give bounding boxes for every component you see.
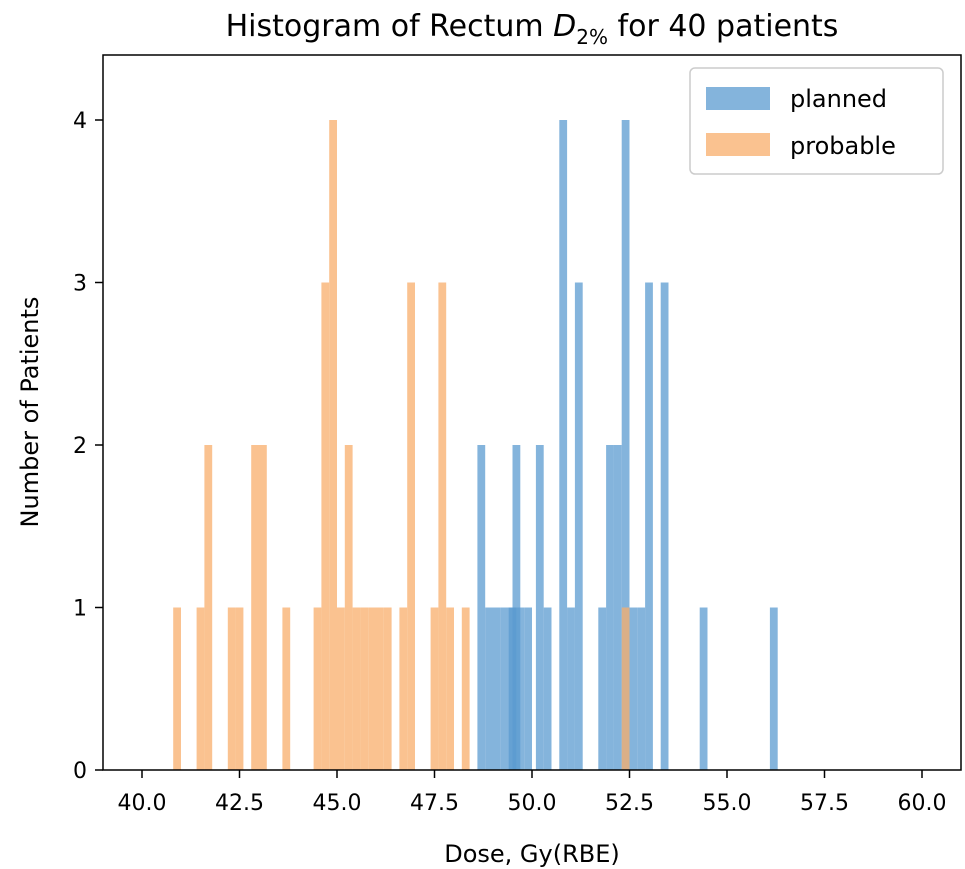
- bar-planned-15: [606, 445, 614, 770]
- bar-probable-8: [313, 607, 322, 770]
- bar-planned-21: [660, 282, 669, 770]
- x-tick-label-2: 45.0: [313, 791, 362, 816]
- bar-probable-15: [368, 607, 376, 770]
- bar-planned-22: [699, 607, 708, 770]
- x-tick-label-0: 40.0: [118, 791, 167, 816]
- bar-probable-10: [329, 120, 337, 770]
- bar-probable-22: [446, 607, 454, 770]
- bar-probable-13: [352, 607, 361, 770]
- bar-planned-11: [559, 120, 568, 770]
- x-tick-label-8: 60.0: [898, 791, 947, 816]
- y-tick-label-2: 2: [73, 434, 87, 459]
- bar-planned-19: [637, 607, 646, 770]
- x-tick-label-6: 55.0: [703, 791, 752, 816]
- bar-probable-16: [376, 607, 384, 770]
- bar-planned-20: [645, 282, 653, 770]
- bar-planned-2: [493, 607, 501, 770]
- bar-probable-24: [621, 607, 630, 770]
- y-tick-label-3: 3: [73, 272, 87, 297]
- bar-planned-10: [543, 607, 552, 770]
- bars-layer: [173, 120, 778, 770]
- y-tick-label-0: 0: [73, 759, 87, 784]
- chart-title: Histogram of Rectum D2% for 40 patients: [226, 9, 839, 49]
- x-axis-label: Dose, Gy(RBE): [444, 840, 620, 868]
- bar-probable-9: [321, 282, 330, 770]
- x-tick-label-7: 57.5: [800, 791, 849, 816]
- bar-planned-14: [598, 607, 607, 770]
- y-tick-label-4: 4: [73, 109, 87, 134]
- bar-probable-6: [259, 445, 267, 770]
- legend-label-planned: planned: [790, 85, 887, 113]
- chart-title-symbol: D: [553, 9, 576, 44]
- x-tick-label-1: 42.5: [215, 791, 264, 816]
- x-tick-label-3: 47.5: [410, 791, 459, 816]
- bar-probable-1: [196, 607, 205, 770]
- bar-probable-5: [251, 445, 259, 770]
- bar-planned-9: [535, 445, 544, 770]
- bar-probable-3: [227, 607, 236, 770]
- bar-probable-23: [461, 607, 470, 770]
- y-axis-label: Number of Patients: [16, 297, 44, 528]
- bar-planned-23: [769, 607, 778, 770]
- bar-probable-12: [344, 445, 353, 770]
- bar-planned-5: [516, 607, 525, 770]
- bar-probable-7: [282, 607, 291, 770]
- bar-planned-3: [500, 607, 509, 770]
- bar-probable-19: [407, 282, 415, 770]
- bar-planned-0: [477, 445, 486, 770]
- bar-planned-1: [485, 607, 493, 770]
- chart-title-suffix: for 40 patients: [608, 9, 838, 44]
- bar-probable-17: [383, 607, 392, 770]
- bar-probable-14: [360, 607, 369, 770]
- bar-probable-18: [399, 607, 408, 770]
- x-tick-label-4: 50.0: [508, 791, 557, 816]
- bar-probable-0: [173, 607, 181, 770]
- chart-title-prefix: Histogram of Rectum: [226, 9, 554, 44]
- bar-planned-18: [629, 607, 638, 770]
- chart-title-subscript: 2%: [576, 25, 608, 49]
- legend: planned probable: [689, 67, 944, 175]
- y-tick-label-1: 1: [73, 597, 87, 622]
- bar-probable-2: [204, 445, 213, 770]
- bar-planned-12: [567, 607, 575, 770]
- bar-planned-17: [621, 120, 630, 770]
- bar-planned-13: [574, 282, 583, 770]
- x-tick-label-5: 52.5: [605, 791, 654, 816]
- legend-label-probable: probable: [790, 132, 896, 160]
- ticks-layer: 40.0 42.5 45.0 47.5 50.0 52.5 55.0 57.5 60.0 0 1 2 3…: [73, 109, 946, 816]
- series-probable: [173, 120, 630, 770]
- bar-planned-16: [613, 445, 622, 770]
- series-planned: [477, 120, 778, 770]
- bar-probable-21: [438, 282, 447, 770]
- bar-planned-6: [524, 607, 532, 770]
- bar-probable-4: [235, 607, 244, 770]
- bar-probable-20: [430, 607, 439, 770]
- legend-swatch-probable: [706, 133, 770, 156]
- legend-swatch-planned: [706, 87, 770, 110]
- bar-planned-8: [512, 445, 521, 770]
- bar-probable-11: [337, 607, 345, 770]
